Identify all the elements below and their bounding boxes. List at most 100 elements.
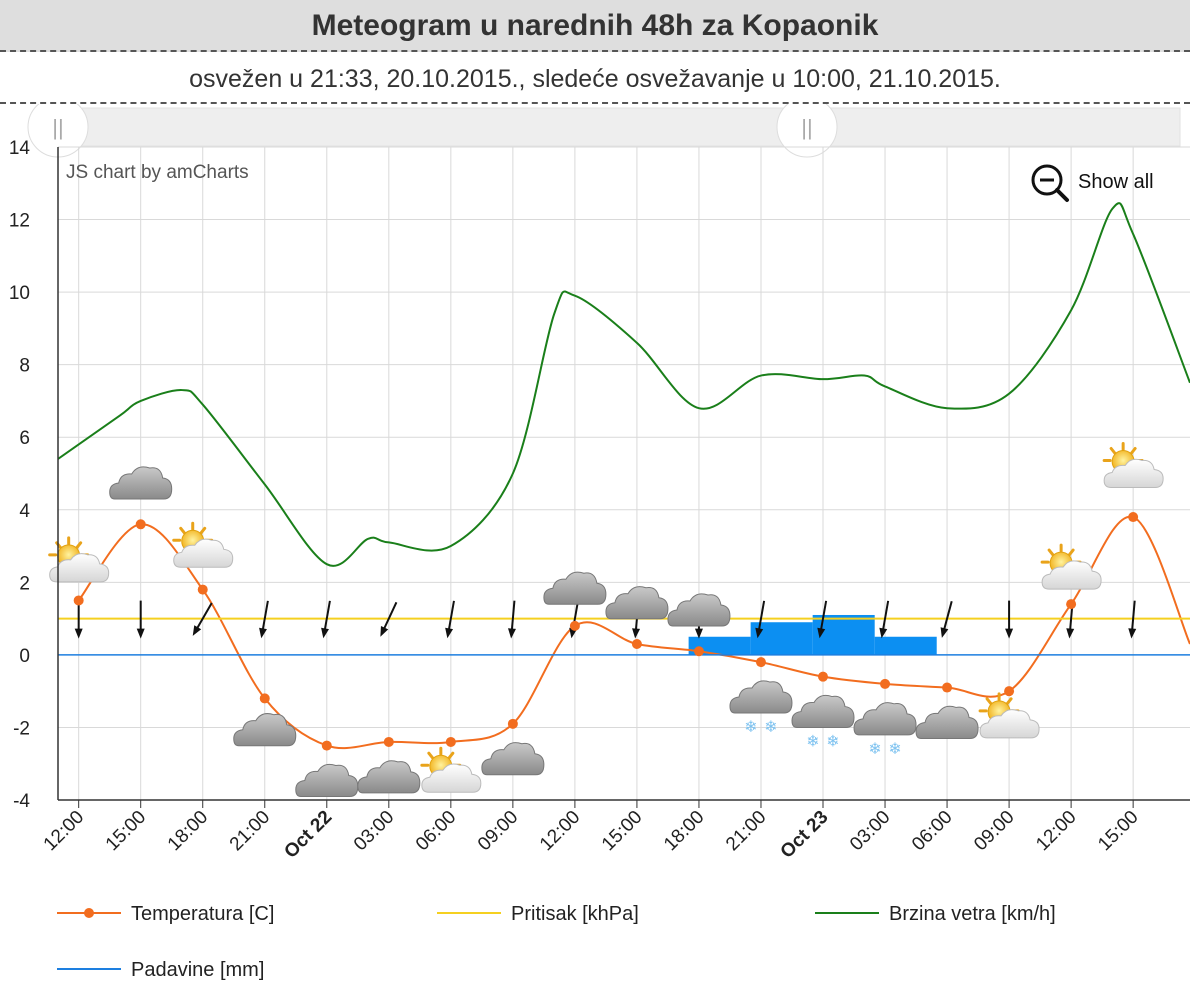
precipitation-bars bbox=[688, 614, 937, 655]
temperature-point[interactable] bbox=[383, 736, 394, 747]
temperature-point[interactable] bbox=[631, 639, 642, 650]
y-tick-label: -2 bbox=[13, 718, 30, 739]
wind-arrow-head bbox=[817, 627, 826, 639]
wind-arrow-head bbox=[632, 628, 641, 639]
wind-arrow-icon bbox=[259, 600, 269, 639]
wind-arrow-head bbox=[259, 627, 267, 639]
wind-arrow-icon bbox=[940, 600, 953, 638]
temperature-point[interactable] bbox=[73, 595, 84, 606]
x-tick-label: Oct 22 bbox=[280, 807, 336, 863]
wind-arrow-head bbox=[508, 628, 516, 639]
y-tick-label: 0 bbox=[19, 646, 30, 667]
show-all-label: Show all bbox=[1078, 171, 1154, 193]
temperature-point[interactable] bbox=[942, 682, 953, 693]
wind-arrow-head bbox=[1128, 628, 1137, 639]
partly-sunny-icon bbox=[172, 521, 235, 569]
wind-arrow-icon bbox=[321, 600, 331, 639]
wind-arrow-head bbox=[192, 625, 202, 636]
legend-item-pressure[interactable]: Pritisak [khPa] bbox=[437, 903, 639, 925]
x-tick-label: 03:00 bbox=[846, 807, 894, 855]
chart-title: Meteogram u narednih 48h za Kopaonik bbox=[0, 0, 1190, 52]
legend-label-precipitation: Padavine [mm] bbox=[131, 959, 264, 981]
cloud-icon bbox=[357, 760, 421, 794]
y-tick-label: 6 bbox=[19, 428, 30, 449]
wind-arrow-head bbox=[74, 628, 83, 639]
partly-sunny-icon bbox=[1102, 442, 1165, 489]
series-lines bbox=[58, 202, 1190, 750]
cloud-icon bbox=[667, 593, 731, 627]
wind-arrow-head bbox=[1005, 628, 1014, 639]
line-wind bbox=[58, 202, 1190, 567]
x-tick-label: 15:00 bbox=[1094, 807, 1142, 855]
amcharts-watermark[interactable]: JS chart by amCharts bbox=[66, 162, 249, 183]
svg-text:||: || bbox=[52, 115, 63, 140]
wind-arrow-icon bbox=[1128, 600, 1137, 639]
y-tick-label: 8 bbox=[19, 356, 30, 377]
wind-arrow-icon bbox=[1005, 600, 1014, 639]
x-tick-label: 06:00 bbox=[908, 807, 956, 855]
temperature-point[interactable] bbox=[197, 584, 208, 595]
legend-label-wind: Brzina vetra [km/h] bbox=[889, 903, 1056, 925]
line-temperature bbox=[77, 515, 1190, 750]
y-tick-label: 14 bbox=[9, 138, 31, 159]
y-tick-label: 4 bbox=[19, 501, 30, 522]
y-tick-label: -4 bbox=[13, 791, 30, 812]
cloud-icon bbox=[605, 586, 669, 620]
x-tick-label: Oct 23 bbox=[777, 807, 833, 863]
x-tick-label: 21:00 bbox=[722, 807, 770, 855]
x-tick-label: 12:00 bbox=[40, 807, 88, 855]
svg-text:||: || bbox=[801, 115, 812, 140]
temperature-point[interactable] bbox=[1004, 686, 1015, 697]
cloud-icon bbox=[543, 571, 607, 605]
temperature-point[interactable] bbox=[507, 718, 518, 729]
temperature-point[interactable] bbox=[880, 678, 891, 689]
temperature-point[interactable] bbox=[693, 646, 704, 657]
wind-arrow-icon bbox=[445, 600, 455, 639]
legend-item-temperature[interactable]: Temperatura [C] bbox=[57, 903, 274, 925]
precip-bar bbox=[688, 636, 751, 655]
y-tick-label: 10 bbox=[9, 283, 30, 304]
legend-label-pressure: Pritisak [khPa] bbox=[511, 903, 639, 925]
wind-arrow-head bbox=[879, 627, 888, 639]
wind-arrow-head bbox=[136, 628, 145, 639]
scrollbar-track[interactable] bbox=[57, 107, 1181, 147]
wind-arrow-icon bbox=[755, 600, 766, 639]
legend-item-wind[interactable]: Brzina vetra [km/h] bbox=[815, 903, 1056, 925]
temperature-point[interactable] bbox=[755, 657, 766, 668]
x-tick-label: 18:00 bbox=[164, 807, 212, 855]
wind-arrow-icon bbox=[508, 600, 516, 639]
x-tick-label: 18:00 bbox=[660, 807, 708, 855]
temperature-point[interactable] bbox=[1066, 599, 1077, 610]
wind-arrow-head bbox=[694, 628, 703, 639]
precip-bar bbox=[750, 622, 813, 655]
wind-arrow-head bbox=[1066, 628, 1075, 639]
wind-arrow-icon bbox=[879, 600, 890, 639]
cloud-icon bbox=[109, 466, 173, 500]
show-all-button[interactable]: Show all bbox=[1031, 164, 1154, 202]
temperature-point[interactable] bbox=[321, 740, 332, 751]
legend-item-precipitation[interactable]: Padavine [mm] bbox=[57, 959, 264, 981]
temperature-point[interactable] bbox=[445, 736, 456, 747]
y-tick-label: 2 bbox=[19, 573, 30, 594]
wind-arrow-icon bbox=[74, 600, 83, 639]
temperature-point[interactable] bbox=[259, 693, 270, 704]
cloud-icon bbox=[915, 705, 979, 739]
wind-arrow-head bbox=[445, 627, 454, 639]
update-info: osvežen u 21:33, 20.10.2015., sledeće os… bbox=[0, 52, 1190, 104]
temperature-point[interactable] bbox=[1128, 512, 1139, 523]
temperature-point[interactable] bbox=[818, 671, 829, 682]
weather-icons bbox=[48, 442, 1165, 797]
wind-arrow-icon bbox=[817, 600, 828, 639]
x-tick-label: 12:00 bbox=[1032, 807, 1080, 855]
grid-lines bbox=[58, 146, 1190, 801]
wind-arrow-icon bbox=[380, 601, 398, 637]
temperature-point[interactable] bbox=[569, 620, 580, 631]
meteogram-chart[interactable]: ❄ ❄ || || -4-20246810121412:0015:0018:00… bbox=[0, 104, 1190, 1000]
cloud-icon bbox=[295, 763, 359, 797]
temperature-point[interactable] bbox=[135, 519, 146, 530]
cloud-icon bbox=[481, 742, 545, 776]
legend-label-temperature: Temperatura [C] bbox=[131, 903, 274, 925]
cloud-icon bbox=[233, 713, 297, 747]
scrollbar-handle-right[interactable]: || bbox=[776, 104, 838, 158]
